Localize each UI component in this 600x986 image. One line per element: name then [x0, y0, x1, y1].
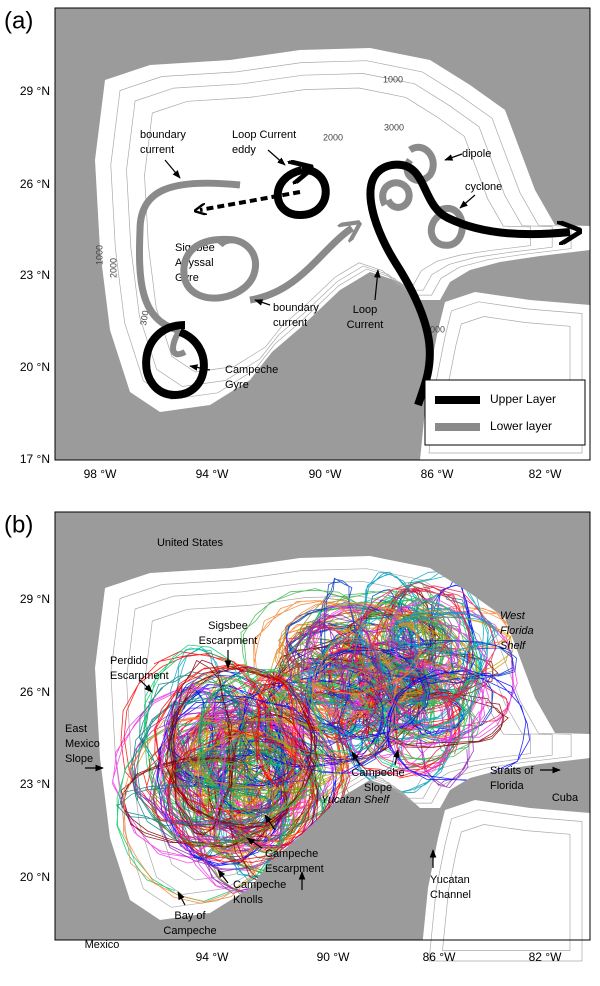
annotation: Campeche — [163, 925, 216, 937]
annotation: boundary — [273, 302, 319, 314]
latitude-label: 17 °N — [20, 452, 50, 466]
annotation: Perdido — [110, 655, 148, 667]
longitude-label: 94 °W — [196, 467, 229, 481]
annotation: Straits of — [490, 765, 534, 777]
contour-label: 2000 — [323, 132, 343, 142]
annotation: Bay of — [174, 910, 206, 922]
annotation: Mexico — [65, 738, 100, 750]
latitude-label: 29 °N — [20, 84, 50, 98]
longitude-label: 86 °W — [421, 467, 454, 481]
latitude-label: 23 °N — [20, 268, 50, 282]
annotation: Florida — [490, 780, 525, 792]
annotation: Campeche — [351, 767, 404, 779]
annotation: Escarpment — [265, 863, 324, 875]
contour-label: 3000 — [384, 122, 404, 132]
panel-label: (b) — [4, 511, 33, 538]
figure: (a) 29 °N 26 °N 23 °N 20 °N 17 °N 98 °W 94 °W 90… — [0, 0, 600, 986]
annotation: Mexico — [85, 939, 120, 951]
longitude-label: 90 °W — [317, 950, 350, 964]
annotation: dipole — [462, 148, 491, 160]
annotation: Campeche — [265, 848, 318, 860]
annotation: West — [500, 610, 526, 622]
annotation: Shelf — [500, 640, 526, 652]
longitude-label: 98 °W — [84, 467, 117, 481]
annotation: Slope — [65, 753, 93, 765]
annotation: Escarpment — [199, 635, 258, 647]
longitude-label: 94 °W — [196, 950, 229, 964]
annotation: Florida — [500, 625, 534, 637]
latitude-label: 29 °N — [20, 592, 50, 606]
annotation: Loop Current — [232, 129, 296, 141]
annotation: Gyre — [225, 379, 249, 391]
longitude-label: 82 °W — [529, 467, 562, 481]
body: (a) 29 °N 26 °N 23 °N 20 °N 17 °N 98 °W 94 °W 90… — [0, 0, 600, 986]
legend-label: Upper Layer — [490, 392, 556, 406]
annotation: current — [140, 144, 174, 156]
latitude-label: 20 °N — [20, 360, 50, 374]
latitude-label: 20 °N — [20, 870, 50, 884]
annotation: Cuba — [552, 792, 579, 804]
legend: Upper Layer Lower layer — [425, 380, 585, 445]
legend-label: Lower layer — [490, 419, 552, 433]
annotation: Channel — [430, 889, 471, 901]
longitude-label: 90 °W — [309, 467, 342, 481]
annotation: current — [273, 317, 307, 329]
annotation: Current — [347, 319, 384, 331]
longitude-label: 82 °W — [529, 950, 562, 964]
longitude-label: 86 °W — [423, 950, 456, 964]
annotation: Campeche — [225, 364, 278, 376]
legend-box — [425, 380, 585, 445]
annotation: United States — [157, 537, 224, 549]
annotation: Escarpment — [110, 670, 169, 682]
annotation: Yucatan — [430, 874, 470, 886]
annotation: Slope — [364, 782, 392, 794]
panel-label: (a) — [4, 7, 33, 34]
annotation: cyclone — [465, 181, 502, 193]
latitude-label: 26 °N — [20, 177, 50, 191]
annotation: eddy — [232, 144, 256, 156]
latitude-label: 23 °N — [20, 777, 50, 791]
annotation: boundary — [140, 129, 186, 141]
contour-label: 1000 — [383, 74, 403, 84]
annotation: Yucatan Shelf — [321, 794, 390, 806]
page: {"panels": [ {"label": "(a)", "lat_label… — [0, 0, 600, 986]
latitude-label: 26 °N — [20, 685, 50, 699]
annotation: Campeche — [233, 879, 286, 891]
annotation: Loop — [353, 304, 377, 316]
annotation: Knolls — [233, 894, 263, 906]
contour-label: 2000 — [108, 258, 118, 278]
annotation: East — [65, 723, 87, 735]
annotation: Sigsbee — [208, 620, 248, 632]
contour-label: 1000 — [94, 245, 104, 265]
